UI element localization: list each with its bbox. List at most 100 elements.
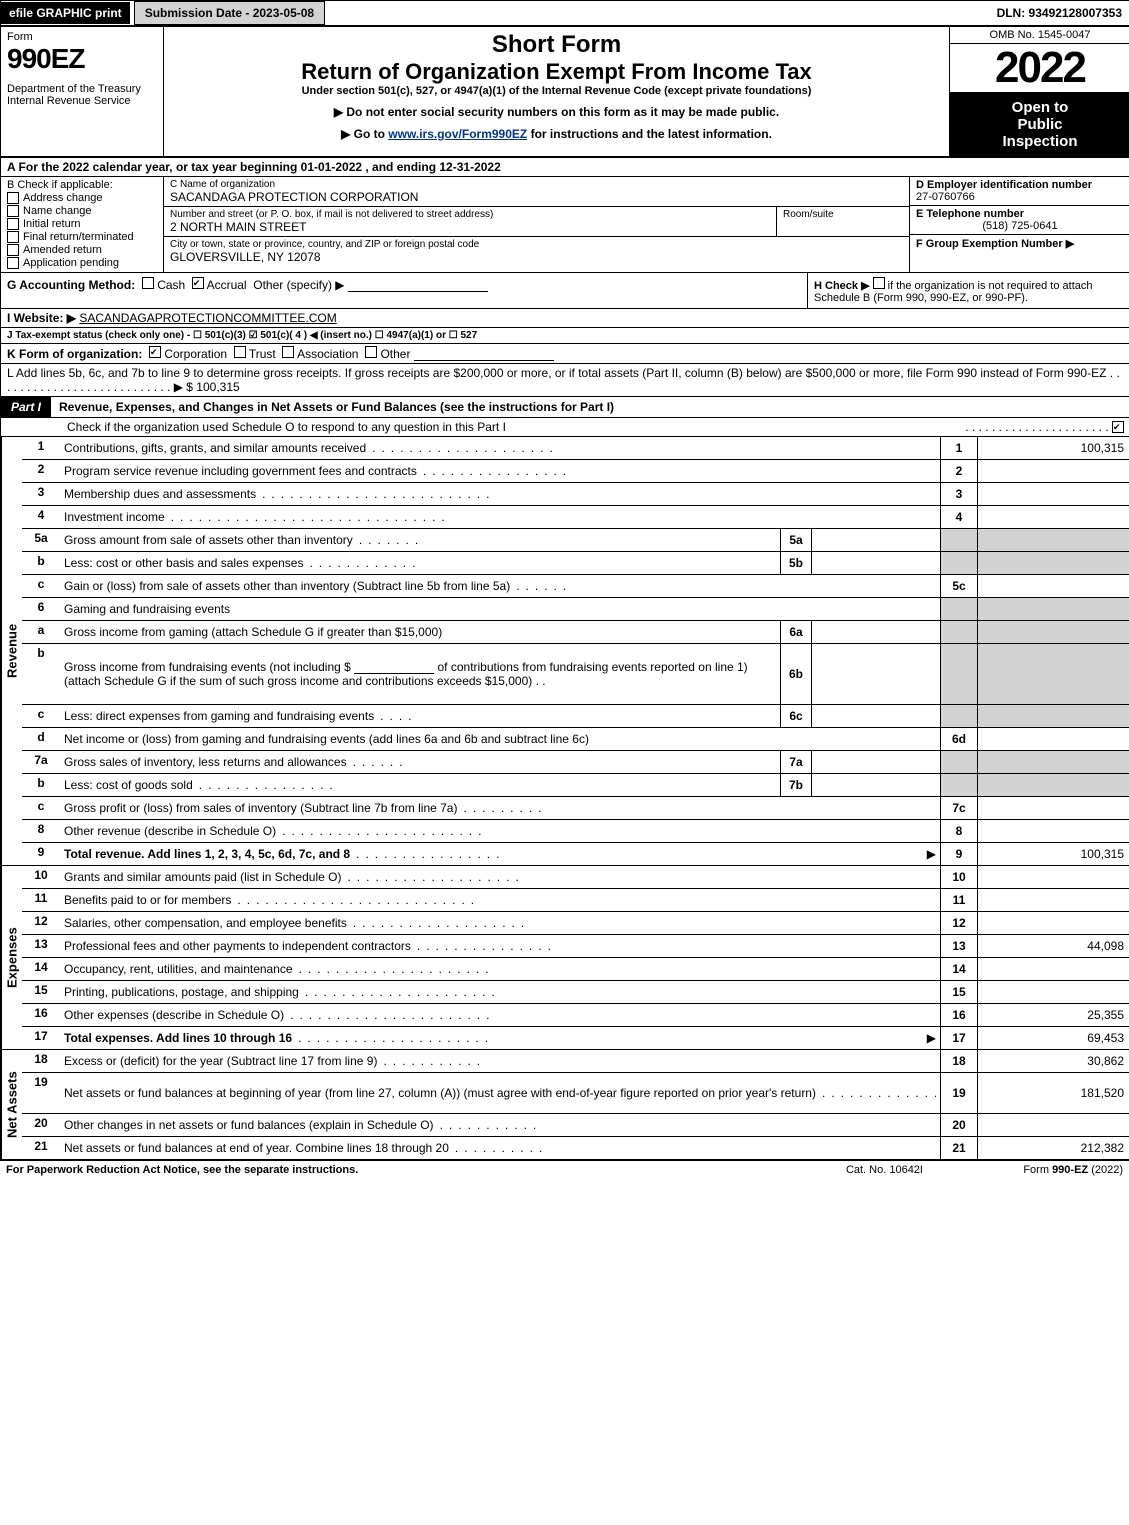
line-num: d [22,728,60,750]
e-label: E Telephone number [916,208,1124,220]
netassets-body: 18 Excess or (deficit) for the year (Sub… [22,1050,1129,1159]
checkbox-name-change[interactable]: Name change [7,205,157,217]
assoc-checkbox[interactable] [282,346,294,358]
desc-text: Grants and similar amounts paid (list in… [64,870,341,884]
line-num: b [22,644,60,704]
row-18: 18 Excess or (deficit) for the year (Sub… [22,1050,1129,1073]
col-val [978,889,1129,911]
dln-label: DLN: 93492128007353 [989,2,1129,24]
sub-num: 7b [780,774,812,796]
line-a: A For the 2022 calendar year, or tax yea… [1,158,1129,177]
col-val-shaded [978,529,1129,551]
col-num: 13 [940,935,978,957]
f-label: F Group Exemption Number ▶ [916,238,1074,250]
accrual-checkbox[interactable] [192,277,204,289]
line-desc: Occupancy, rent, utilities, and maintena… [60,958,940,980]
section-b-center: C Name of organization SACANDAGA PROTECT… [164,177,909,272]
desc-text: Less: direct expenses from gaming and fu… [64,709,374,723]
part-label: Part I [1,397,51,417]
checkbox-label: Application pending [23,257,119,269]
submission-date[interactable]: Submission Date - 2023-05-08 [134,1,325,25]
efile-label[interactable]: efile GRAPHIC print [1,2,130,24]
revenue-body: 1 Contributions, gifts, grants, and simi… [22,437,1129,865]
col-val-shaded [978,598,1129,620]
cash-checkbox[interactable] [142,277,154,289]
dots: . . [536,674,546,688]
line-num: 11 [22,889,60,911]
col-val [978,506,1129,528]
dots: .......... [449,1141,936,1155]
col-val-shaded [978,751,1129,773]
desc-text: Total expenses. Add lines 10 through 16 [64,1031,292,1045]
row-6c: c Less: direct expenses from gaming and … [22,705,1129,728]
row-10: 10 Grants and similar amounts paid (list… [22,866,1129,889]
corp-checkbox[interactable] [149,346,161,358]
f-section: F Group Exemption Number ▶ [910,235,1129,252]
other-checkbox[interactable] [365,346,377,358]
form-label: Form [7,31,157,43]
accrual-label: Accrual [207,278,247,292]
checkbox-application-pending[interactable]: Application pending [7,257,157,269]
col-num: 20 [940,1114,978,1136]
sub-num: 6a [780,621,812,643]
checkbox-label: Name change [23,205,92,217]
checkbox-icon [7,218,19,230]
dots: .... [374,709,776,723]
checkbox-amended-return[interactable]: Amended return [7,244,157,256]
open-line3: Inspection [954,133,1126,150]
other-blank[interactable] [414,348,554,361]
col-num-shaded [940,751,978,773]
schedule-o-text: Check if the organization used Schedule … [7,420,965,434]
dots: ........... [377,1054,936,1068]
line-h: H Check ▶ if the organization is not req… [807,273,1129,308]
line-num: 16 [22,1004,60,1026]
line-desc: Other expenses (describe in Schedule O).… [60,1004,940,1026]
line-desc: Gross profit or (loss) from sales of inv… [60,797,940,819]
col-val: 100,315 [978,437,1129,459]
expenses-section: Expenses 10 Grants and similar amounts p… [1,866,1129,1050]
header-left: Form 990EZ Department of the Treasury In… [1,27,164,156]
revenue-section: Revenue 1 Contributions, gifts, grants, … [1,437,1129,866]
checkbox-icon [7,205,19,217]
blank-amount[interactable] [354,661,434,674]
part-title-text: Revenue, Expenses, and Changes in Net As… [59,400,614,414]
col-num: 16 [940,1004,978,1026]
assoc-label: Association [297,347,358,361]
line-desc: Program service revenue including govern… [60,460,940,482]
desc-text: Total revenue. Add lines 1, 2, 3, 4, 5c,… [64,847,350,861]
col-num: 17 [940,1027,978,1049]
netassets-vert-label: Net Assets [1,1050,22,1159]
website-value[interactable]: SACANDAGAPROTECTIONCOMMITTEE.COM [79,311,336,325]
expenses-body: 10 Grants and similar amounts paid (list… [22,866,1129,1049]
col-num: 6d [940,728,978,750]
col-num: 3 [940,483,978,505]
line-num: 12 [22,912,60,934]
dots: .......................... [231,893,936,907]
col-val: 25,355 [978,1004,1129,1026]
checkbox-address-change[interactable]: Address change [7,192,157,204]
col-val: 69,453 [978,1027,1129,1049]
row-5c: c Gain or (loss) from sale of assets oth… [22,575,1129,598]
col-num: 19 [940,1073,978,1113]
desc-text: Investment income [64,510,165,524]
goto-link[interactable]: www.irs.gov/Form990EZ [388,127,527,141]
dots: .............. [816,1086,936,1100]
street-label: Number and street (or P. O. box, if mail… [170,209,770,220]
checkbox-final-return[interactable]: Final return/terminated [7,231,157,243]
checkbox-initial-return[interactable]: Initial return [7,218,157,230]
other-label: Other [380,347,410,361]
col-val: 30,862 [978,1050,1129,1072]
desc-text: Gross income from gaming (attach Schedul… [64,625,442,639]
line-num: 7a [22,751,60,773]
l-amount: 100,315 [196,380,239,394]
line-num: 14 [22,958,60,980]
trust-checkbox[interactable] [234,346,246,358]
line-num: 3 [22,483,60,505]
top-bar: efile GRAPHIC print Submission Date - 20… [1,1,1129,27]
h-checkbox[interactable] [873,277,885,289]
other-specify-blank[interactable] [348,279,488,292]
desc-text: Gross profit or (loss) from sales of inv… [64,801,457,815]
line-desc: Less: direct expenses from gaming and fu… [60,705,780,727]
schedule-o-checkbox[interactable] [1112,421,1124,433]
arrow-icon: ▶ [927,847,936,861]
